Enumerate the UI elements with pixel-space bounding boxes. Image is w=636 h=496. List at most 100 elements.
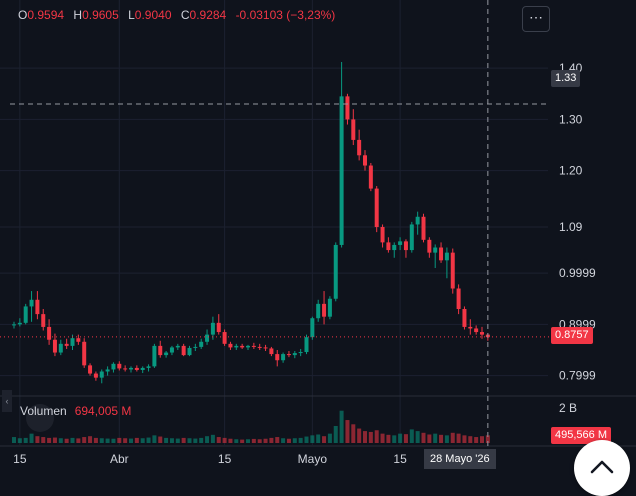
candle-body <box>82 341 87 366</box>
candle-body <box>450 252 455 289</box>
time-tick-label: Abr <box>110 452 129 466</box>
candle-body <box>152 345 157 367</box>
candle-body <box>292 353 297 356</box>
time-tick-label: 15 <box>13 452 27 466</box>
candle-body <box>462 308 467 327</box>
volume-bar <box>158 436 163 443</box>
candle-body <box>35 299 40 315</box>
candle-body <box>480 332 484 335</box>
volume-bar <box>269 437 274 443</box>
candle-body <box>47 326 52 340</box>
low-value: 0.9040 <box>134 8 172 22</box>
time-tick-label: 15 <box>393 452 407 466</box>
volume-bar <box>421 432 426 443</box>
volume-bar <box>322 436 327 443</box>
close-value: 0.9284 <box>189 8 227 22</box>
candle-body <box>386 242 391 251</box>
volume-bar <box>152 435 157 443</box>
price-tick-label: 1.30 <box>559 112 583 126</box>
candle-body <box>64 343 69 346</box>
time-axis-ticks: 15 Abr 15 Mayo 15 <box>13 452 407 466</box>
volume-bar <box>485 435 490 443</box>
candle-body <box>327 298 332 317</box>
volume-bar <box>210 434 215 443</box>
volume-bar <box>345 420 350 443</box>
price-tick-label: 0.7999 <box>559 369 596 383</box>
crosshair-price-tag: 1.33 <box>551 70 581 87</box>
scroll-to-top-button[interactable] <box>574 440 630 496</box>
candle-body <box>117 363 122 369</box>
volume-bar <box>392 435 397 443</box>
volume-bar <box>480 436 484 443</box>
volume-bar <box>257 439 262 443</box>
volume-bar <box>298 437 303 443</box>
volume-bar <box>222 437 227 443</box>
change-value: -0.03103 (−3,23%) <box>235 8 336 22</box>
volume-bar <box>333 426 338 443</box>
volume-bar <box>304 436 309 443</box>
candle-body <box>23 306 28 323</box>
collapse-arrow-icon[interactable]: ‹ <box>2 390 12 412</box>
candle-body <box>409 224 414 251</box>
volume-value: 694,005 M <box>74 404 132 418</box>
volume-bar <box>450 432 455 443</box>
more-options-button[interactable]: ⋯ <box>522 6 550 32</box>
candle-body <box>439 247 444 261</box>
candle-body <box>52 339 57 353</box>
volume-axis-tick: 2 B <box>559 401 577 415</box>
volume-bar <box>35 436 40 443</box>
volume-bar <box>251 438 256 443</box>
volume-bar <box>199 437 204 443</box>
volume-bar <box>17 438 22 443</box>
volume-bar <box>316 434 321 443</box>
candle-body <box>29 299 34 307</box>
candle-body <box>222 332 227 344</box>
volume-bar <box>310 435 315 443</box>
volume-bar <box>93 437 98 443</box>
open-value: 0.9594 <box>27 8 65 22</box>
volume-bar <box>275 437 280 443</box>
candle-body <box>468 326 473 329</box>
candle-body <box>421 216 426 240</box>
candle-body <box>363 155 367 166</box>
volume-bar <box>205 436 210 443</box>
candle-body <box>76 338 81 342</box>
candle-body <box>193 346 198 348</box>
volume-bar <box>286 438 291 443</box>
volume-bar <box>339 410 344 443</box>
crosshair-and-last-price-lines <box>0 0 550 447</box>
volume-bar <box>105 438 110 443</box>
watermark-logo <box>26 404 54 432</box>
price-tick-label: 0.9999 <box>559 266 596 280</box>
volume-bar <box>468 436 473 443</box>
candle-body <box>99 371 104 378</box>
volume-bar <box>228 438 233 443</box>
candle-body <box>105 369 110 372</box>
candle-body <box>257 346 262 348</box>
candle-body <box>134 367 139 370</box>
volume-bar <box>29 433 34 443</box>
candle-body <box>380 227 385 243</box>
candle-body <box>246 345 250 348</box>
candle-body <box>175 345 180 348</box>
candles-layer <box>12 62 490 384</box>
volume-bar <box>23 437 28 443</box>
volume-bar <box>357 428 362 443</box>
candle-body <box>129 367 133 370</box>
volume-bar <box>433 433 438 443</box>
candle-body <box>357 139 362 156</box>
ellipsis-icon: ⋯ <box>529 9 543 25</box>
candle-body <box>269 348 274 355</box>
candle-body <box>427 239 432 253</box>
candle-body <box>322 303 327 317</box>
candle-body <box>351 119 356 140</box>
volume-bar <box>327 433 332 443</box>
candle-body <box>403 241 408 251</box>
price-tick-label: 1.09 <box>559 220 583 234</box>
volume-legend: Volumen 694,005 M <box>20 404 131 418</box>
volume-label: Volumen <box>20 404 67 418</box>
candle-body <box>368 165 373 189</box>
volume-bar <box>47 437 52 443</box>
candle-body <box>123 368 128 370</box>
